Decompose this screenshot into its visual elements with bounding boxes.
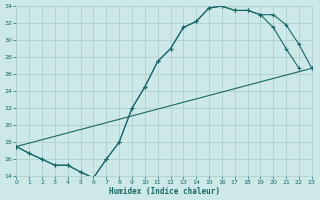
X-axis label: Humidex (Indice chaleur): Humidex (Indice chaleur)	[108, 187, 220, 196]
